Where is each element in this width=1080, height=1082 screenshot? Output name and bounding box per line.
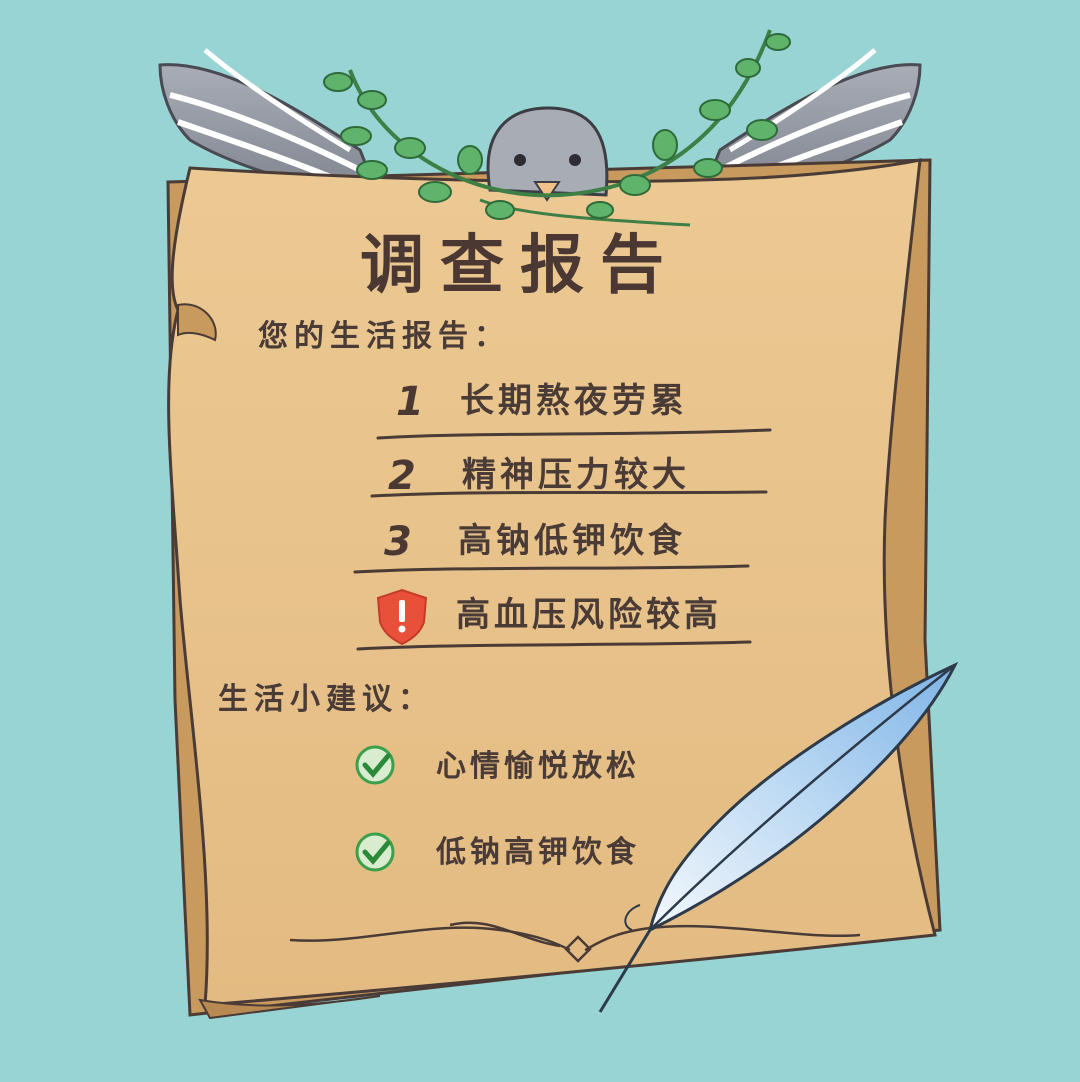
report-underlines bbox=[353, 428, 772, 651]
report-heading: 您的生活报告： bbox=[258, 319, 510, 354]
check-circle-icon bbox=[355, 745, 395, 785]
report-item-number: 2 bbox=[388, 453, 416, 499]
report-item-text: 高钠低钾饮食 bbox=[458, 521, 686, 561]
warning-text: 高血压风险较高 bbox=[456, 595, 722, 635]
advice-item-text: 心情愉悦放松 bbox=[436, 749, 640, 784]
pigeon-illustration bbox=[486, 106, 609, 202]
advice-item-text: 低钠高钾饮食 bbox=[436, 835, 640, 870]
quill-feather-illustration bbox=[598, 661, 959, 1013]
page-title: 调查报告 bbox=[360, 229, 680, 303]
parchment-scroll bbox=[167, 158, 937, 1007]
alert-shield-icon bbox=[376, 588, 428, 646]
report-item-text: 精神压力较大 bbox=[462, 455, 690, 495]
scroll-curl-bottom bbox=[198, 995, 381, 1020]
report-item-text: 长期熬夜劳累 bbox=[460, 381, 688, 421]
scroll-curl-left bbox=[177, 303, 217, 342]
olive-branch-illustration bbox=[323, 29, 791, 227]
report-item-number: 1 bbox=[396, 379, 424, 425]
left-wing-illustration bbox=[158, 48, 383, 202]
report-item-number: 3 bbox=[384, 519, 412, 565]
bottom-flourish bbox=[289, 921, 861, 963]
advice-heading: 生活小建议： bbox=[218, 682, 434, 717]
check-circle-icon bbox=[355, 832, 395, 872]
